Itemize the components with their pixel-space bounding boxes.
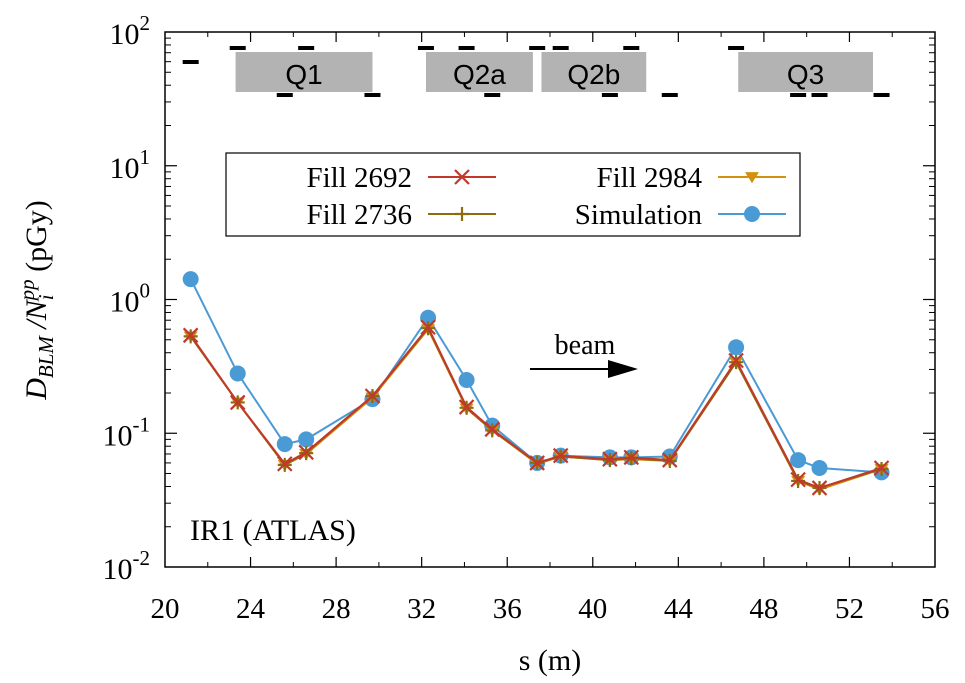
x-tick-label: 52 (835, 593, 864, 625)
ir-label: IR1 (ATLAS) (190, 514, 356, 547)
legend-box (225, 152, 801, 237)
data-point (298, 431, 315, 448)
blm-marker (417, 46, 434, 50)
x-tick-label: 48 (749, 593, 778, 625)
data-point (229, 394, 246, 411)
series-simulation (182, 271, 890, 481)
magnet-label: Q3 (787, 59, 824, 90)
beam-arrow-head (608, 360, 638, 378)
data-point (623, 449, 640, 466)
y-tick-label: 10-1 (103, 412, 151, 452)
magnet-q1 (235, 52, 373, 92)
y-tick-label: 101 (110, 145, 151, 185)
data-point (529, 455, 545, 471)
data-point (790, 452, 807, 469)
blm-marker (873, 93, 890, 97)
data-point (182, 271, 199, 288)
legend-label: Fill 2984 (596, 162, 702, 194)
beam-arrow: beam (530, 330, 638, 378)
blm-marker (298, 46, 315, 50)
series-fill-2692 (182, 319, 890, 496)
blm-marker (364, 93, 381, 97)
x-tick-label: 28 (322, 593, 351, 625)
data-point (277, 456, 293, 472)
data-point (728, 339, 745, 356)
data-point (458, 372, 475, 389)
x-tick-label: 36 (493, 593, 522, 625)
data-point (744, 206, 760, 222)
magnet-layout: Q1 Q2a Q2b Q3 (235, 52, 873, 92)
legend-label: Simulation (575, 199, 703, 231)
legend: Fill 2692 Fill 2736 Fill 2984 Simulation (225, 152, 801, 237)
data-point (662, 452, 678, 468)
blm-marker (623, 46, 640, 50)
legend-label: Fill 2692 (306, 162, 412, 194)
data-point (276, 436, 293, 453)
blm-markers (182, 46, 890, 97)
blm-marker (728, 46, 745, 50)
legend-label: Fill 2736 (306, 199, 412, 231)
x-tick-label: 56 (921, 593, 950, 625)
y-tick-label: 10-2 (103, 546, 151, 586)
data-point (811, 459, 828, 476)
data-point (728, 352, 744, 369)
y-tick-label: 100 (110, 279, 151, 319)
x-tick-label: 40 (578, 593, 607, 625)
blm-marker (811, 93, 828, 97)
data-point (811, 480, 828, 496)
x-tick-label: 32 (407, 593, 436, 625)
data-point (790, 471, 806, 488)
x-tick-label: 24 (236, 593, 266, 625)
magnet-q2b (541, 52, 647, 92)
data-point (458, 399, 475, 415)
x-axis-label: s (m) (519, 644, 582, 677)
magnet-label: Q2b (567, 59, 620, 90)
data-point (420, 319, 436, 336)
magnet-label: Q2a (453, 59, 506, 90)
data-point (552, 447, 569, 464)
data-point (602, 451, 618, 467)
blm-marker (484, 93, 501, 97)
series-layer (182, 271, 890, 496)
y-axis: 10-2 10-1 100 101 102 (103, 11, 935, 586)
magnet-label: Q1 (285, 59, 322, 90)
blm-marker (790, 93, 807, 97)
x-tick-label: 20 (151, 593, 180, 625)
blm-marker (458, 46, 475, 50)
data-point (455, 207, 469, 221)
blm-marker (229, 46, 246, 50)
blm-marker (601, 93, 618, 97)
blm-marker (552, 46, 569, 50)
beam-label: beam (555, 330, 616, 361)
data-point (873, 460, 890, 476)
data-point (484, 421, 501, 438)
x-tick-label: 44 (664, 593, 694, 625)
blm-marker (529, 46, 546, 50)
data-point (454, 169, 470, 185)
y-axis-label: DBLM /Nipp (pGy) (15, 200, 58, 401)
data-point (229, 365, 246, 382)
blm-marker (276, 93, 293, 97)
data-point (182, 327, 199, 344)
x-axis: 20 24 28 32 36 40 44 48 52 56 (151, 32, 950, 625)
magnet-q2a (425, 52, 533, 92)
blm-marker (661, 93, 678, 97)
magnet-q3 (738, 52, 873, 92)
data-point (298, 444, 314, 461)
data-point (364, 388, 381, 404)
y-tick-label: 102 (110, 11, 151, 51)
data-point (745, 172, 759, 184)
blm-marker (182, 60, 199, 64)
